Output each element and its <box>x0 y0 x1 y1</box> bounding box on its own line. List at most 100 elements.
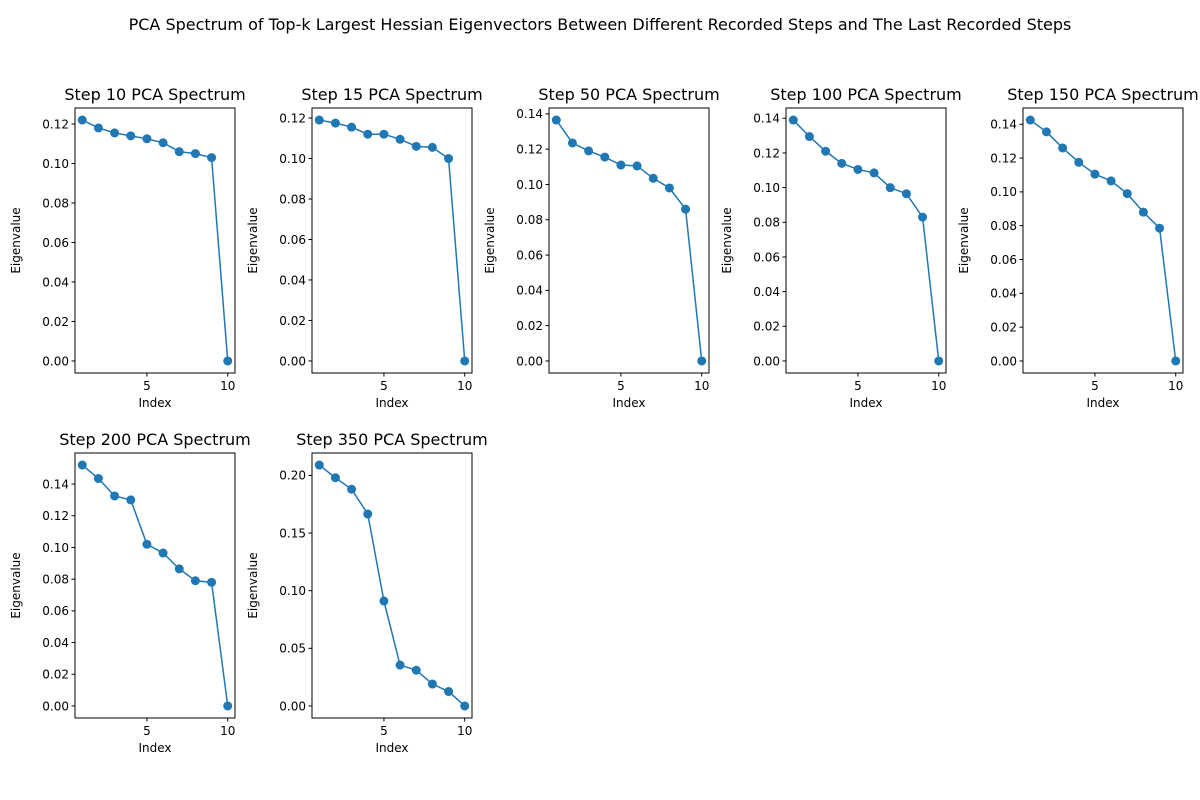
data-point <box>314 460 324 470</box>
subplot: Step 15 PCA Spectrum 0.00 0.02 0.04 0.06 0.08… <box>246 85 483 410</box>
data-point <box>1041 127 1051 137</box>
subplot: Step 350 PCA Spectrum 0.00 0.05 0.10 0.15 0.2… <box>246 430 488 755</box>
plot-frame <box>311 107 473 374</box>
data-point <box>837 158 847 168</box>
data-point <box>869 168 879 178</box>
data-point <box>551 115 561 125</box>
y-tick-label: 0.08 <box>279 192 306 206</box>
data-point <box>142 539 152 549</box>
x-tick-label: 5 <box>1091 379 1099 393</box>
y-tick-label: 0.14 <box>42 477 69 491</box>
data-point <box>330 473 340 483</box>
subplot: Step 100 PCA Spectrum 0.00 0.02 0.04 0.06 0.0… <box>720 85 962 410</box>
y-tick-label: 0.04 <box>516 284 543 298</box>
data-point <box>379 596 389 606</box>
plot-frame <box>74 107 236 374</box>
y-axis-label: Eigenvalue <box>483 207 497 273</box>
y-tick-label: 0.06 <box>516 248 543 262</box>
subplot-title: Step 350 PCA Spectrum <box>296 430 488 449</box>
data-point <box>363 129 373 139</box>
data-point <box>190 149 200 159</box>
data-point <box>632 161 642 171</box>
subplot-title: Step 100 PCA Spectrum <box>770 85 962 104</box>
y-tick-label: 0.00 <box>279 354 306 368</box>
y-tick-label: 0.14 <box>990 118 1017 132</box>
x-tick-label: 5 <box>617 379 625 393</box>
y-tick-label: 0.04 <box>42 275 69 289</box>
data-point <box>110 491 120 501</box>
y-tick-label: 0.04 <box>279 273 306 287</box>
data-point <box>77 460 87 470</box>
subplot: Step 10 PCA Spectrum 0.00 0.02 0.04 0.06 0.08… <box>9 85 246 410</box>
series-line <box>81 119 229 362</box>
y-tick-label: 0.02 <box>990 320 1017 334</box>
y-tick-label: 0.04 <box>990 287 1017 301</box>
y-tick-label: 0.06 <box>42 604 69 618</box>
data-point <box>174 147 184 157</box>
data-point <box>1171 356 1181 366</box>
y-tick-label: 0.04 <box>42 636 69 650</box>
x-axis-label: Index <box>375 396 408 410</box>
y-tick-label: 0.02 <box>516 319 543 333</box>
data-point <box>1122 189 1132 199</box>
data-point <box>411 141 421 151</box>
x-tick-label: 10 <box>931 379 946 393</box>
y-tick-label: 0.06 <box>279 233 306 247</box>
data-point <box>126 131 136 141</box>
y-axis-label: Eigenvalue <box>246 207 260 273</box>
data-point <box>804 132 814 142</box>
data-point <box>1138 207 1148 217</box>
x-tick-label: 5 <box>380 724 388 738</box>
y-tick-label: 0.06 <box>990 253 1017 267</box>
data-point <box>347 484 357 494</box>
subplot-title: Step 200 PCA Spectrum <box>59 430 251 449</box>
y-tick-label: 0.00 <box>516 354 543 368</box>
y-tick-label: 0.08 <box>753 216 780 230</box>
x-axis-label: Index <box>612 396 645 410</box>
y-tick-label: 0.12 <box>42 117 69 131</box>
y-tick-label: 0.10 <box>990 185 1017 199</box>
series-line <box>319 119 466 362</box>
data-point <box>223 701 233 711</box>
y-tick-label: 0.12 <box>279 111 306 125</box>
data-point <box>460 356 470 366</box>
data-point <box>411 665 421 675</box>
y-tick-label: 0.08 <box>42 196 69 210</box>
y-tick-label: 0.06 <box>42 236 69 250</box>
x-tick-label: 10 <box>220 724 235 738</box>
subplot: Step 50 PCA Spectrum 0.00 0.02 0.04 0.06 0.08… <box>483 85 720 410</box>
x-axis-label: Index <box>138 741 171 755</box>
data-point <box>1025 115 1035 125</box>
y-tick-label: 0.00 <box>42 699 69 713</box>
y-tick-label: 0.12 <box>42 509 69 523</box>
y-tick-label: 0.08 <box>516 213 543 227</box>
x-tick-label: 5 <box>143 379 151 393</box>
data-point <box>821 146 831 156</box>
y-axis-label: Eigenvalue <box>957 207 971 273</box>
y-tick-label: 0.14 <box>753 112 780 126</box>
data-point <box>395 134 405 144</box>
subplot-title: Step 10 PCA Spectrum <box>64 85 245 104</box>
data-point <box>788 115 798 125</box>
x-tick-label: 5 <box>143 724 151 738</box>
data-point <box>93 123 103 133</box>
data-point <box>1106 176 1116 186</box>
y-tick-label: 0.06 <box>753 250 780 264</box>
y-tick-label: 0.10 <box>279 152 306 166</box>
y-tick-label: 0.00 <box>753 354 780 368</box>
x-tick-label: 5 <box>854 379 862 393</box>
data-point <box>77 115 87 125</box>
y-tick-label: 0.05 <box>279 642 306 656</box>
y-tick-label: 0.00 <box>279 699 306 713</box>
y-tick-label: 0.08 <box>42 572 69 586</box>
y-tick-label: 0.12 <box>516 142 543 156</box>
data-point <box>616 160 626 170</box>
y-tick-label: 0.12 <box>990 151 1017 165</box>
data-point <box>158 548 168 558</box>
x-axis-label: Index <box>849 396 882 410</box>
y-tick-label: 0.04 <box>753 285 780 299</box>
subplot: Step 200 PCA Spectrum 0.00 0.02 0.04 0.06 0.0… <box>9 430 251 755</box>
series-line <box>318 464 466 707</box>
data-point <box>126 495 136 505</box>
